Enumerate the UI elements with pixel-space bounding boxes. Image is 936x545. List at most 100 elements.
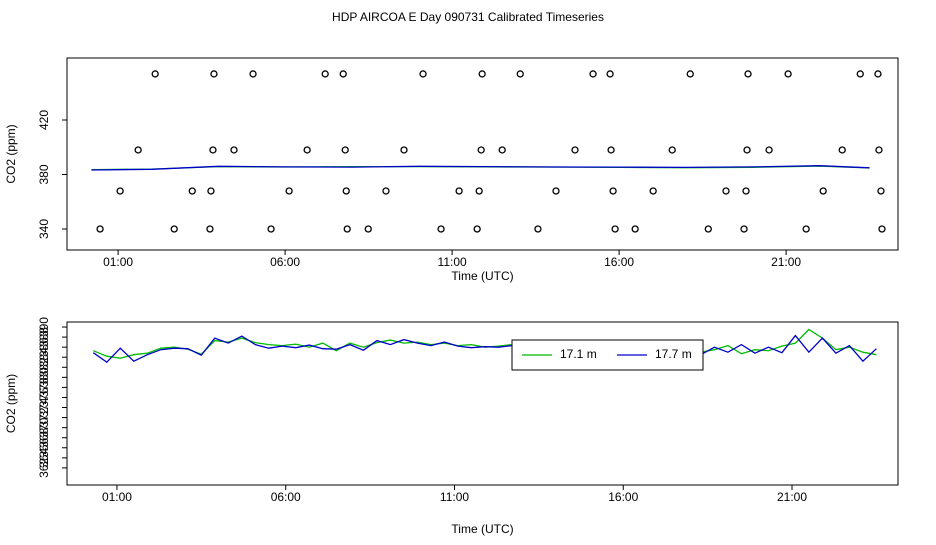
calibration-point	[589, 70, 597, 78]
calibration-point	[473, 225, 481, 233]
calibration-point	[206, 225, 214, 233]
calibration-point	[342, 187, 350, 195]
x-tick-label: 21:00	[777, 490, 807, 504]
calibration-point	[209, 146, 217, 154]
y-tick-label: 362	[37, 458, 51, 478]
calibration-point	[534, 225, 542, 233]
y-tick-label: 364	[37, 448, 51, 468]
calibration-point	[267, 225, 275, 233]
calibration-point	[856, 70, 864, 78]
x-tick-label: 11:00	[438, 255, 467, 269]
calibration-point	[552, 187, 560, 195]
x-tick-label: 11:00	[440, 490, 469, 504]
y-tick-label: 376	[37, 387, 51, 407]
calibration-point	[571, 146, 579, 154]
calibration-point	[249, 70, 257, 78]
x-tick-label: 01:00	[102, 490, 132, 504]
calibration-point	[303, 146, 311, 154]
y-axis-label: CO2 (ppm)	[4, 374, 18, 433]
y-tick-label: 372	[37, 407, 51, 427]
y-tick-label: 370	[37, 417, 51, 437]
calibration-point	[364, 225, 372, 233]
calibration-point	[875, 146, 883, 154]
calibration-point	[802, 225, 810, 233]
calibration-point	[498, 146, 506, 154]
x-tick-label: 16:00	[604, 255, 634, 269]
calibration-point	[649, 187, 657, 195]
calibration-point	[819, 187, 827, 195]
calibration-point	[116, 187, 124, 195]
calibration-point	[668, 146, 676, 154]
calibration-point	[631, 225, 639, 233]
calibration-point	[743, 146, 751, 154]
series-line	[92, 334, 877, 364]
calibration-point	[419, 70, 427, 78]
calibration-point	[321, 70, 329, 78]
calibration-point	[686, 70, 694, 78]
x-tick-label: 06:00	[271, 490, 301, 504]
calibration-point	[609, 187, 617, 195]
plot-frame	[66, 321, 899, 486]
calibration-point	[207, 187, 215, 195]
y-tick-label: 374	[37, 397, 51, 417]
calibration-point	[285, 187, 293, 195]
y-tick-label: 384	[37, 347, 51, 367]
calibration-point	[878, 225, 886, 233]
calibration-point	[606, 70, 614, 78]
calibration-point	[740, 225, 748, 233]
x-axis-label: Time (UTC)	[451, 522, 513, 536]
y-tick-label: 340	[37, 219, 51, 239]
y-tick-label: 388	[37, 327, 51, 347]
x-tick-label: 16:00	[608, 490, 638, 504]
calibration-point	[134, 146, 142, 154]
calibration-point	[96, 225, 104, 233]
calibration-point	[210, 70, 218, 78]
calibration-point	[607, 146, 615, 154]
calibration-point	[744, 70, 752, 78]
page-title: HDP AIRCOA E Day 090731 Calibrated Times…	[332, 10, 604, 24]
calibration-point	[339, 70, 347, 78]
calibration-point	[516, 70, 524, 78]
calibration-point	[341, 146, 349, 154]
y-tick-label: 382	[37, 357, 51, 377]
y-tick-label: 378	[37, 377, 51, 397]
y-tick-label: 366	[37, 437, 51, 457]
plot-frame	[66, 57, 899, 251]
calibration-point	[877, 187, 885, 195]
y-tick-label: 386	[37, 337, 51, 357]
calibration-point	[477, 146, 485, 154]
calibration-point	[400, 146, 408, 154]
legend-label: 17.7 m	[655, 347, 692, 361]
legend-label: 17.1 m	[560, 347, 597, 361]
x-axis-label: Time (UTC)	[451, 269, 513, 283]
calibration-point	[611, 225, 619, 233]
calibration-point	[742, 187, 750, 195]
x-tick-label: 06:00	[270, 255, 300, 269]
calibration-point	[722, 187, 730, 195]
calibration-point	[382, 187, 390, 195]
y-axis-label: CO2 (ppm)	[4, 124, 18, 183]
y-tick-label: 380	[37, 367, 51, 387]
calibration-point	[784, 70, 792, 78]
calibration-point	[230, 146, 238, 154]
calibration-point	[343, 225, 351, 233]
calibration-point	[188, 187, 196, 195]
y-tick-label: 390	[37, 317, 51, 337]
x-tick-label: 21:00	[771, 255, 801, 269]
y-tick-label: 420	[37, 110, 51, 130]
calibration-point	[765, 146, 773, 154]
calibration-point	[437, 225, 445, 233]
calibration-point	[170, 225, 178, 233]
calibration-point	[151, 70, 159, 78]
calibration-point	[874, 70, 882, 78]
y-tick-label: 380	[37, 164, 51, 184]
calibration-point	[838, 146, 846, 154]
x-tick-label: 01:00	[103, 255, 133, 269]
calibration-point	[455, 187, 463, 195]
calibration-point	[475, 187, 483, 195]
series-line	[91, 165, 870, 171]
calibration-point	[704, 225, 712, 233]
y-tick-label: 368	[37, 427, 51, 447]
calibration-point	[478, 70, 486, 78]
